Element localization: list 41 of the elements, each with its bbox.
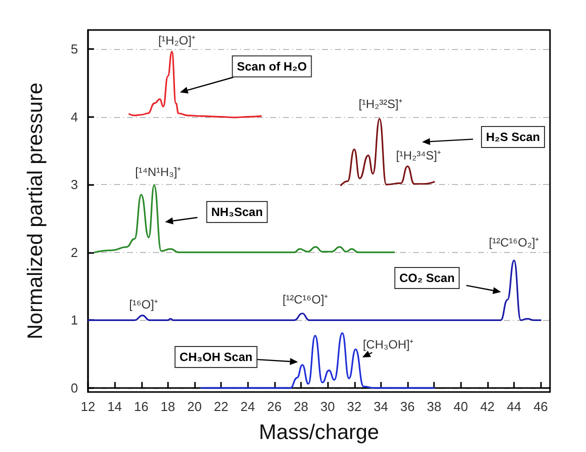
y-tick-label: 0 (70, 380, 78, 396)
x-tick-label: 42 (480, 399, 495, 414)
annotation: [¹H₂³²S]⁺ (358, 96, 403, 111)
annotation: [¹²C¹⁶O₂]⁺ (488, 235, 540, 250)
x-axis-title: Mass/charge (258, 421, 380, 444)
x-tick-label: 14 (107, 399, 122, 414)
annotation: [¹H₂O]⁺ (158, 34, 196, 48)
x-tick-label: 34 (374, 399, 388, 414)
x-tick-label: 16 (134, 399, 148, 414)
y-axis-title: Normalized partial pressure (24, 82, 47, 340)
annotation: Scan of H₂O (236, 59, 307, 74)
x-tick-label: 36 (400, 399, 415, 414)
y-tick-label: 4 (70, 109, 78, 124)
annotation: CH₃OH Scan (180, 350, 252, 364)
annotation: H₂S Scan (486, 130, 540, 144)
y-tick-label: 3 (70, 177, 78, 192)
annotation: [¹H₂³⁴S]⁺ (396, 148, 442, 162)
annotation: [CH₃OH]⁺ (362, 337, 414, 352)
x-tick-label: 30 (320, 399, 335, 414)
y-tick-label: 1 (70, 312, 78, 328)
x-tick-label: 38 (426, 399, 442, 414)
annotation: [¹⁶O]⁺ (129, 297, 158, 312)
annotation: [¹⁴N¹H₃]⁺ (135, 165, 182, 180)
x-tick-label: 18 (160, 399, 176, 414)
x-tick-label: 24 (240, 399, 256, 414)
y-tick-label: 5 (70, 41, 78, 56)
annotation: [¹²C¹⁶O]⁺ (282, 292, 328, 306)
x-tick-label: 20 (187, 399, 202, 414)
y-tick-label: 2 (70, 244, 78, 260)
x-tick-label: 22 (214, 399, 228, 414)
x-tick-label: 26 (267, 399, 282, 414)
x-tick-label: 44 (506, 399, 522, 414)
x-tick-label: 40 (454, 399, 468, 414)
line-series (94, 184, 396, 254)
x-tick-label: 32 (347, 399, 362, 414)
x-tick-label: 12 (80, 399, 96, 414)
annotation: CO₂ Scan (399, 271, 455, 285)
x-tick-label: 28 (294, 399, 308, 414)
line-series (87, 260, 542, 321)
annotation: NH₃Scan (211, 205, 263, 219)
x-tick-label: 46 (533, 399, 548, 414)
